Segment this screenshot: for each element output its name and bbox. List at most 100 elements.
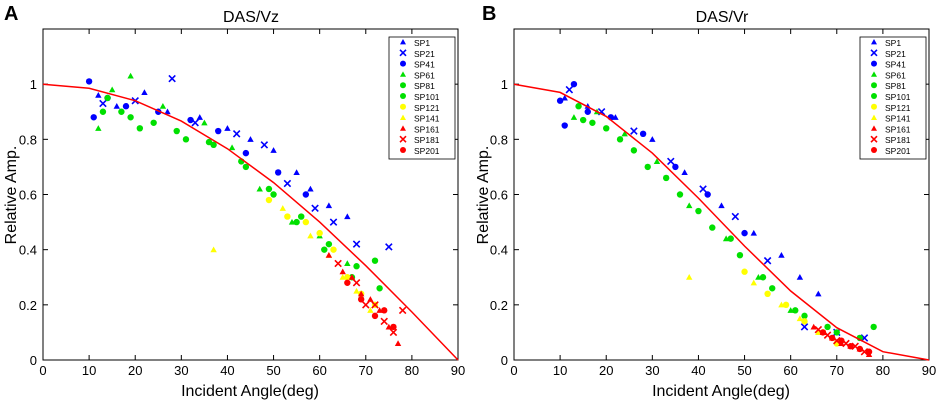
data-point	[371, 301, 379, 309]
y-axis-label-a: Relative Amp.	[3, 146, 20, 245]
data-point	[755, 274, 762, 280]
data-point	[672, 163, 679, 171]
data-point	[113, 103, 120, 109]
legend-label: SP121	[414, 103, 440, 113]
data-point	[584, 108, 591, 115]
data-point	[293, 218, 300, 226]
panel-b: B DAS/Vr 0 10 20 30 40 50 60 70 80 90 00.20.40.60…	[475, 3, 936, 400]
legend-marker	[871, 147, 877, 153]
data-point	[616, 136, 624, 143]
data-point	[385, 323, 393, 330]
data-point	[348, 274, 356, 280]
data-point	[270, 191, 277, 198]
data-point	[718, 202, 725, 209]
data-point	[736, 251, 744, 259]
data-point	[265, 185, 273, 193]
legend-label: SP161	[885, 124, 911, 134]
data-point	[325, 202, 333, 209]
data-point	[298, 213, 305, 220]
legend-marker	[400, 103, 406, 110]
data-point	[561, 94, 568, 101]
x-tick-label: 40	[691, 363, 705, 378]
data-point	[242, 149, 250, 157]
data-point	[330, 246, 337, 253]
data-point	[260, 141, 269, 149]
data-point	[302, 218, 310, 226]
legend-marker	[871, 125, 877, 131]
data-point	[353, 263, 360, 270]
y-tick-label: 0.8	[490, 132, 508, 147]
data-point	[380, 317, 388, 326]
data-point	[704, 191, 711, 198]
data-point	[630, 127, 638, 135]
data-point	[371, 257, 379, 264]
x-axis-ticks-b: 0 10 20 30 40 50 60 70 80 90	[510, 29, 936, 378]
data-point	[856, 345, 864, 353]
data-point	[307, 232, 314, 239]
data-point	[196, 114, 203, 120]
data-point	[787, 307, 794, 313]
data-point	[681, 169, 688, 175]
data-point	[676, 191, 684, 198]
y-tick-label: 0	[501, 353, 508, 368]
legend-marker	[400, 93, 406, 99]
data-point	[398, 306, 407, 315]
data-point	[649, 136, 656, 142]
data-point	[589, 119, 596, 126]
data-point	[376, 285, 383, 292]
data-point	[556, 97, 564, 104]
data-point	[603, 125, 610, 132]
data-point	[570, 114, 578, 120]
data-point	[325, 240, 333, 248]
legend-marker	[400, 71, 406, 77]
data-point	[778, 251, 785, 258]
data-point	[136, 125, 144, 132]
y-tick-label: 0.8	[19, 132, 37, 147]
panel-label-b: B	[482, 3, 496, 25]
data-point	[801, 312, 808, 320]
x-tick-label: 50	[266, 363, 280, 378]
data-point	[782, 301, 790, 309]
legend-box-b	[859, 36, 927, 160]
legend-marker	[400, 82, 406, 89]
y-tick-label: 0.2	[19, 298, 37, 313]
data-point	[362, 301, 370, 309]
data-point	[118, 108, 125, 115]
legend-label: SP141	[414, 114, 440, 124]
x-axis-label-a: Incident Angle(deg)	[181, 383, 319, 400]
legend-label: SP181	[414, 135, 440, 145]
legend-label: SP101	[414, 92, 440, 102]
data-point	[385, 243, 393, 251]
data-point	[352, 240, 361, 248]
x-tick-label: 30	[174, 363, 188, 378]
legend-label: SP181	[885, 135, 911, 145]
data-point	[750, 229, 757, 236]
scatter-points-a	[85, 72, 407, 347]
legend-marker	[871, 39, 877, 45]
legend-marker	[871, 114, 877, 120]
legend-marker	[400, 114, 406, 120]
data-point	[801, 318, 808, 325]
data-point	[833, 329, 840, 336]
data-point	[565, 85, 574, 94]
data-point	[344, 279, 351, 286]
data-point	[242, 163, 250, 171]
legend-marker	[871, 60, 877, 67]
y-tick-label: 1	[501, 77, 508, 92]
data-point	[344, 274, 351, 281]
legend-label: SP21	[885, 49, 906, 59]
data-point	[796, 274, 804, 280]
data-point	[570, 80, 578, 88]
data-point	[353, 287, 360, 294]
data-point	[763, 256, 772, 265]
data-point	[759, 274, 767, 281]
y-axis-ticks-a: 0 0.2 0.4 0.6 0.8 1	[19, 77, 458, 368]
legend-marker	[400, 60, 406, 67]
data-point	[279, 205, 286, 211]
data-point	[210, 246, 217, 253]
data-point	[792, 307, 799, 314]
y-tick-label: 0.6	[19, 188, 37, 203]
legend-marker	[871, 82, 877, 89]
data-point	[168, 74, 176, 83]
